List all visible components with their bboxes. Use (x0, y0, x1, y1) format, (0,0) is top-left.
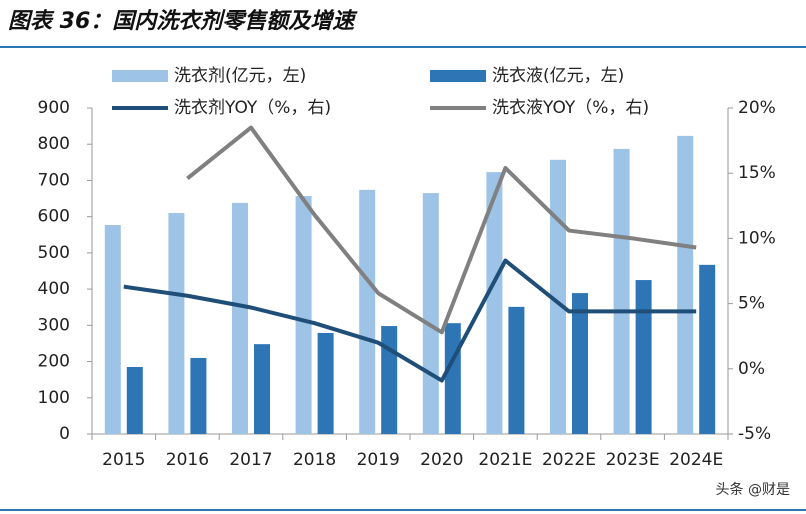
x-tick-label: 2023E (606, 450, 660, 470)
y2-tick-label: 5% (738, 294, 765, 314)
y-tick-label: 800 (38, 134, 70, 154)
bar (635, 280, 652, 434)
legend-swatch (430, 70, 486, 82)
bar (254, 344, 270, 434)
bar (422, 193, 439, 434)
y2-tick-label: 15% (738, 163, 776, 183)
x-tick-label: 2020 (420, 450, 463, 470)
chart-title: 图表 36：国内洗衣剂零售额及增速 (8, 8, 358, 34)
y2-tick-label: 10% (738, 228, 776, 248)
y-tick-label: 300 (38, 315, 70, 335)
y2-tick-label: 20% (738, 98, 776, 118)
bar (508, 306, 525, 434)
legend-label: 洗衣剂(亿元，左) (174, 66, 306, 86)
x-tick-label: 2022E (542, 450, 596, 470)
y-tick-label: 700 (38, 170, 70, 190)
bar (550, 159, 566, 434)
y-tick-label: 0 (59, 424, 70, 444)
bar (699, 264, 716, 434)
legend-swatch (112, 70, 168, 82)
y2-tick-label: -5% (738, 424, 771, 444)
x-tick-label: 2018 (293, 450, 336, 470)
bar (232, 202, 248, 434)
bar (126, 366, 143, 434)
bar (572, 293, 588, 434)
y-tick-label: 100 (38, 388, 70, 408)
bar (381, 326, 398, 434)
x-tick-label: 2024E (669, 450, 723, 470)
y-tick-label: 400 (38, 279, 70, 299)
bar (359, 189, 376, 434)
bar (317, 332, 334, 434)
bar (486, 172, 503, 434)
y-tick-label: 900 (38, 98, 70, 118)
bar (295, 196, 312, 434)
legend-label: 洗衣液(亿元，左) (492, 66, 624, 86)
legend-label: 洗衣液YOY（%，右) (492, 98, 649, 118)
x-tick-label: 2015 (102, 450, 145, 470)
line (123, 258, 697, 383)
line (186, 125, 697, 335)
x-tick-label: 2021E (478, 450, 532, 470)
bar (104, 224, 121, 434)
x-tick-label: 2017 (229, 450, 272, 470)
bar (168, 213, 185, 434)
watermark: 头条 @财是 (716, 481, 790, 498)
y-tick-label: 200 (38, 352, 70, 372)
bar (613, 148, 630, 435)
x-tick-label: 2016 (166, 450, 209, 470)
x-tick-label: 2019 (357, 450, 400, 470)
y-tick-label: 500 (38, 243, 70, 263)
y-tick-label: 600 (38, 207, 70, 227)
bar (190, 357, 207, 434)
bar (444, 323, 461, 434)
legend-label: 洗衣剂YOY（%，右) (174, 98, 331, 118)
y2-tick-label: 0% (738, 359, 765, 379)
bar (677, 135, 694, 434)
